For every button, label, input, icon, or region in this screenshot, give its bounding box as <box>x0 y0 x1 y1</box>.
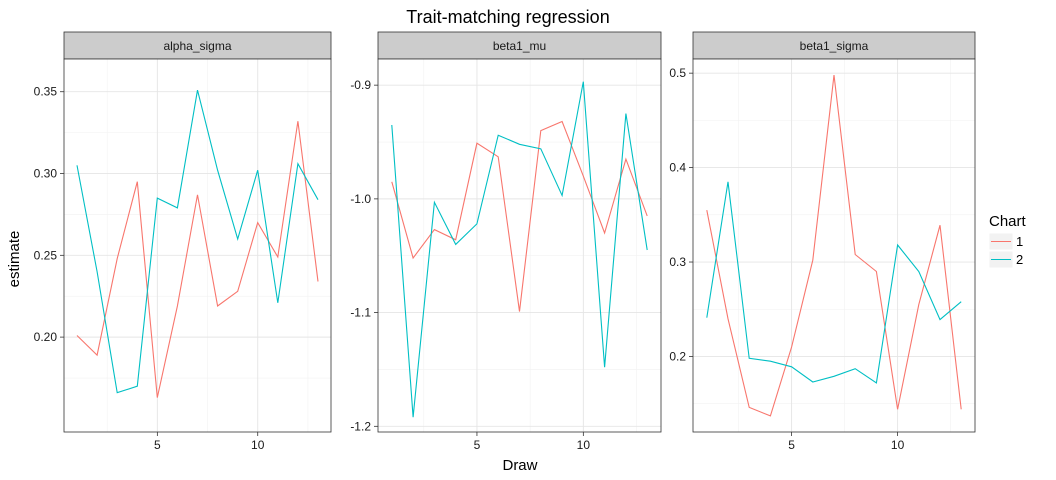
strip-beta1_sigma <box>692 31 976 60</box>
strip-alpha_sigma <box>63 31 332 60</box>
chart-title: Trait-matching regression <box>406 7 609 27</box>
series-line-chain-1 <box>706 75 962 417</box>
y-tick-label: 0.3 <box>669 255 686 269</box>
y-axis-title: estimate <box>6 231 23 288</box>
legend-label-chain-2: 2 <box>1016 252 1023 267</box>
y-tick-label: 0.35 <box>34 85 58 99</box>
series-line-chain-2 <box>391 81 648 418</box>
y-tick-label: -1.0 <box>350 192 371 206</box>
panel-background <box>64 59 331 432</box>
x-tick-label: 10 <box>891 438 905 452</box>
legend-label-chain-1: 1 <box>1016 234 1023 249</box>
panel-background <box>378 59 661 432</box>
y-tick-label: 0.20 <box>34 330 58 344</box>
y-tick-label: 0.30 <box>34 167 58 181</box>
panel-border <box>692 58 976 433</box>
y-tick-label: -1.1 <box>350 306 371 320</box>
x-tick-label: 5 <box>788 438 795 452</box>
panel-beta1_mu: beta1_mu 5 10 -1.2 -1.1 -1.0 -0.9 <box>350 31 662 452</box>
series-line-chain-1 <box>76 121 319 398</box>
strip-beta1_mu <box>377 31 662 60</box>
series-line-chain-2 <box>76 89 319 394</box>
y-tick-label: -1.2 <box>350 419 371 433</box>
x-tick-label: 10 <box>577 438 591 452</box>
series-line-chain-1 <box>391 120 648 312</box>
panel-border <box>377 58 662 433</box>
series-line-chain-2 <box>706 181 962 384</box>
y-tick-label: 0.4 <box>669 161 686 175</box>
y-tick-label: 0.25 <box>34 248 58 262</box>
y-tick-label: 0.2 <box>669 349 686 363</box>
panel-alpha_sigma: alpha_sigma 5 10 0.20 0.25 0.30 0.35 <box>34 31 332 452</box>
x-tick-label: 10 <box>251 438 265 452</box>
strip-label: alpha_sigma <box>163 39 231 53</box>
panel-border <box>63 58 332 433</box>
x-tick-label: 5 <box>154 438 161 452</box>
x-axis-title: Draw <box>502 457 537 474</box>
legend-title: Chart <box>989 213 1027 230</box>
strip-label: beta1_mu <box>493 39 546 53</box>
y-tick-label: -0.9 <box>350 78 371 92</box>
y-tick-label: 0.5 <box>669 66 686 80</box>
x-tick-label: 5 <box>474 438 481 452</box>
legend: Chart 1 2 <box>988 213 1027 269</box>
panel-beta1_sigma: beta1_sigma 5 10 0.2 0.3 0.4 0.5 <box>669 31 976 452</box>
strip-label: beta1_sigma <box>800 39 869 53</box>
